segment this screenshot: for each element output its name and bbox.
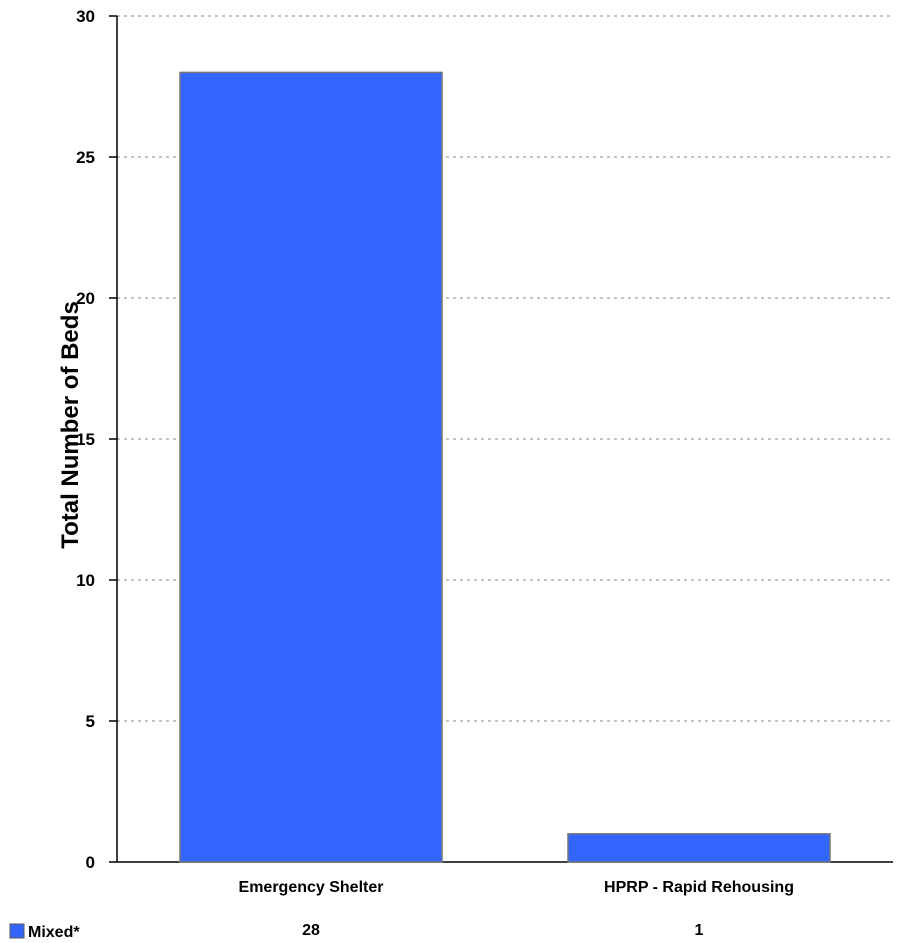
y-tick-label: 30 bbox=[76, 7, 95, 26]
y-axis-label: Total Number of Beds bbox=[57, 301, 84, 549]
y-tick-label: 15 bbox=[76, 430, 95, 449]
data-table-value: 28 bbox=[302, 922, 320, 939]
legend-label: Mixed* bbox=[28, 924, 80, 941]
data-table-value: 1 bbox=[695, 922, 704, 939]
y-tick-label: 0 bbox=[86, 853, 95, 872]
category-labels: Emergency Shelter HPRP - Rapid Rehousing bbox=[239, 879, 794, 896]
y-tick-label: 25 bbox=[76, 148, 95, 167]
y-tick-label: 10 bbox=[76, 571, 95, 590]
bars bbox=[179, 71, 831, 863]
bar bbox=[567, 833, 831, 863]
y-tick-label: 5 bbox=[86, 712, 95, 731]
data-table: Mixed* 28 1 bbox=[9, 922, 704, 941]
y-tick-label: 20 bbox=[76, 289, 95, 308]
legend-swatch bbox=[9, 923, 25, 939]
x-tick-label: Emergency Shelter bbox=[239, 879, 384, 896]
y-tick-labels: 0 5 10 15 20 25 30 bbox=[76, 7, 117, 872]
gridlines bbox=[117, 15, 893, 722]
x-tick-label: HPRP - Rapid Rehousing bbox=[604, 879, 794, 896]
bar bbox=[179, 71, 443, 863]
